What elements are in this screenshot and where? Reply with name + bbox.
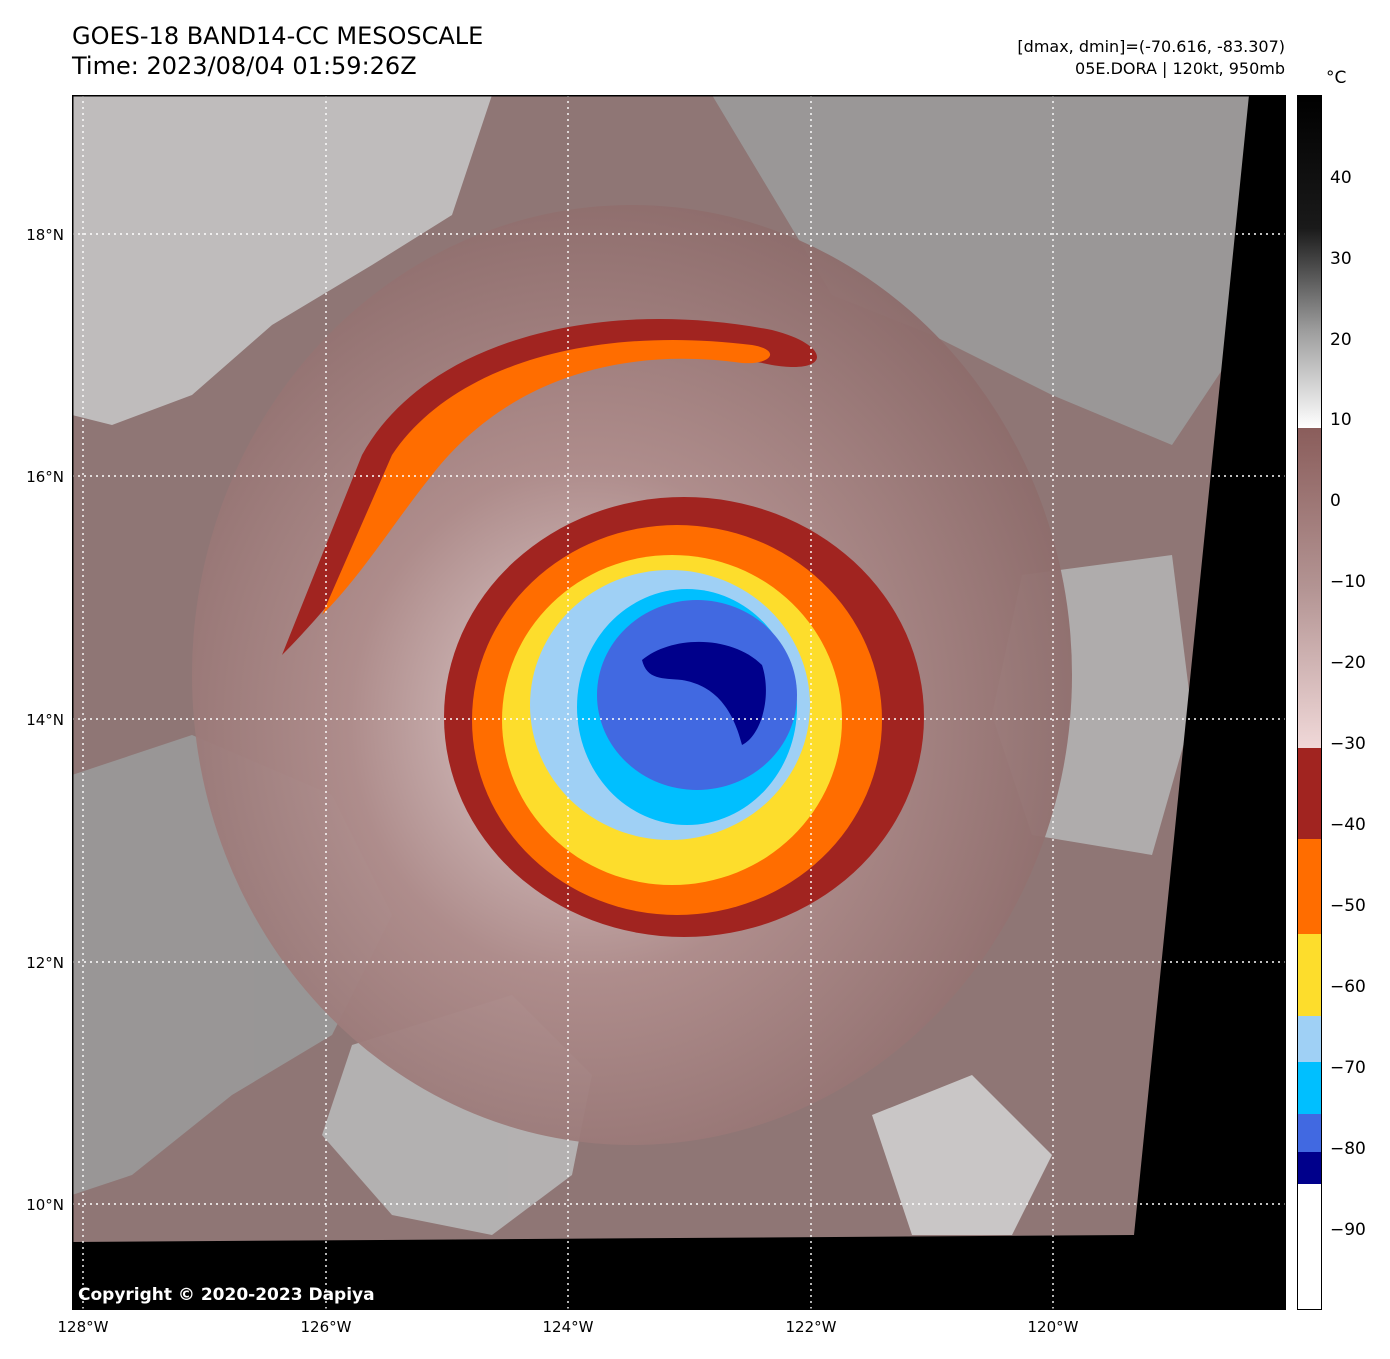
colorbar-tick-minus60: −60 bbox=[1330, 977, 1366, 997]
satellite-map: Copyright © 2020-2023 Dapiya bbox=[72, 95, 1286, 1310]
colorbar bbox=[1297, 95, 1322, 1310]
colorbar-tick-20: 20 bbox=[1330, 330, 1352, 350]
colorbar-orange-segment bbox=[1297, 839, 1322, 934]
colorbar-tick-minus70: −70 bbox=[1330, 1058, 1366, 1078]
no-data-region-east bbox=[72, 95, 1286, 1310]
lat-label-12n: 12°N bbox=[26, 954, 64, 972]
colorbar-tick-0: 0 bbox=[1330, 491, 1341, 511]
lon-label-124w: 124°W bbox=[542, 1318, 594, 1336]
colorbar-tick-minus40: −40 bbox=[1330, 815, 1366, 835]
colorbar-darkred-segment bbox=[1297, 748, 1322, 839]
colorbar-frame bbox=[1297, 95, 1322, 1310]
lat-label-14n: 14°N bbox=[26, 711, 64, 729]
colorbar-tick-minus80: −80 bbox=[1330, 1139, 1366, 1159]
lon-label-120w: 120°W bbox=[1027, 1318, 1079, 1336]
map-frame bbox=[72, 95, 1286, 1310]
storm-info: 05E.DORA | 120kt, 950mb bbox=[1075, 59, 1285, 78]
colorbar-tick-30: 30 bbox=[1330, 249, 1352, 269]
colorbar-tick-minus90: −90 bbox=[1330, 1220, 1366, 1240]
map-timestamp: Time: 2023/08/04 01:59:26Z bbox=[72, 52, 417, 80]
colorbar-tick-40: 40 bbox=[1330, 168, 1352, 188]
colorbar-navy-segment bbox=[1297, 1152, 1322, 1184]
colorbar-cyan-segment bbox=[1297, 1062, 1322, 1114]
copyright-text: Copyright © 2020-2023 Dapiya bbox=[78, 1285, 375, 1305]
colorbar-brown-segment bbox=[1297, 428, 1322, 748]
outer-rainband bbox=[282, 318, 817, 655]
lat-label-18n: 18°N bbox=[26, 226, 64, 244]
lon-label-122w: 122°W bbox=[785, 1318, 837, 1336]
colorbar-blue-segment bbox=[1297, 1114, 1322, 1152]
lat-label-10n: 10°N bbox=[26, 1196, 64, 1214]
lon-label-126w: 126°W bbox=[300, 1318, 352, 1336]
colorbar-white-segment bbox=[1297, 1184, 1322, 1310]
lat-label-16n: 16°N bbox=[26, 468, 64, 486]
colorbar-lightblue-segment bbox=[1297, 1016, 1322, 1062]
cdo-navy-core bbox=[642, 641, 766, 745]
colorbar-tick-minus10: −10 bbox=[1330, 572, 1366, 592]
colorbar-tick-minus50: −50 bbox=[1330, 896, 1366, 916]
colorbar-unit: °C bbox=[1326, 68, 1347, 88]
lon-label-128w: 128°W bbox=[57, 1318, 109, 1336]
colorbar-grey-segment bbox=[1297, 95, 1322, 428]
colorbar-tick-minus30: −30 bbox=[1330, 734, 1366, 754]
colorbar-tick-minus20: −20 bbox=[1330, 653, 1366, 673]
map-title: GOES-18 BAND14-CC MESOSCALE bbox=[72, 22, 484, 50]
colorbar-tick-10: 10 bbox=[1330, 410, 1352, 430]
outer-rainband-orange bbox=[322, 339, 771, 615]
colorbar-yellow-segment bbox=[1297, 934, 1322, 1016]
graticule bbox=[72, 95, 1286, 1310]
cdo-blue-core bbox=[597, 600, 797, 790]
dmax-dmin-readout: [dmax, dmin]=(-70.616, -83.307) bbox=[1017, 37, 1285, 56]
